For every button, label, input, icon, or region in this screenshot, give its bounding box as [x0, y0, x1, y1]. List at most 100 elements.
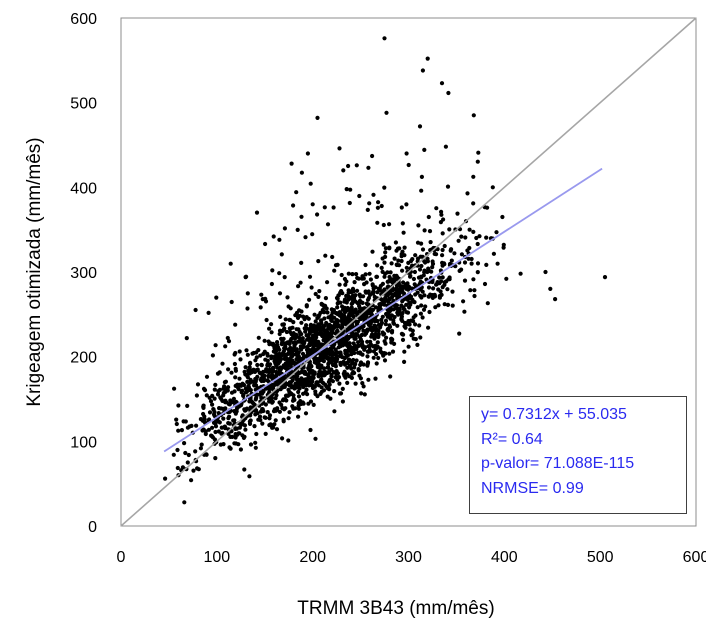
data-point: [440, 275, 445, 280]
data-point: [313, 389, 318, 394]
data-point: [347, 200, 352, 206]
data-point: [295, 227, 300, 232]
data-point: [226, 385, 231, 390]
data-point: [375, 263, 380, 268]
data-point: [343, 348, 348, 353]
data-point: [265, 378, 270, 383]
data-point: [335, 375, 340, 380]
data-point: [213, 429, 218, 435]
data-point: [412, 269, 417, 275]
data-point: [445, 302, 451, 307]
data-point: [312, 312, 317, 317]
data-point: [395, 323, 400, 328]
data-point: [179, 428, 184, 433]
data-point: [404, 202, 409, 207]
data-point: [334, 371, 339, 376]
data-point: [432, 294, 438, 299]
data-point: [329, 313, 334, 318]
data-point: [277, 271, 282, 276]
data-point: [429, 269, 434, 274]
data-point: [416, 223, 421, 228]
data-point: [476, 150, 481, 155]
data-point: [202, 417, 207, 422]
data-point: [269, 281, 274, 287]
data-point: [472, 288, 477, 293]
data-point: [299, 320, 304, 325]
data-point: [602, 275, 608, 280]
data-point: [349, 306, 354, 312]
data-point: [291, 393, 296, 398]
data-point: [468, 288, 473, 293]
data-point: [287, 363, 292, 368]
data-point: [310, 232, 315, 237]
data-point: [307, 274, 313, 279]
data-point: [324, 306, 329, 311]
data-point: [385, 285, 390, 290]
data-point: [267, 413, 273, 418]
y-tick-label: 400: [70, 180, 97, 197]
data-point: [261, 378, 266, 383]
data-point: [380, 330, 385, 335]
data-point: [383, 295, 388, 301]
data-point: [253, 379, 258, 384]
data-point: [425, 56, 430, 61]
data-point: [247, 421, 253, 426]
data-point: [403, 282, 408, 287]
data-point: [272, 345, 277, 351]
data-point: [382, 274, 387, 279]
data-point: [315, 380, 320, 385]
data-point: [175, 465, 180, 471]
data-point: [422, 228, 427, 233]
data-point: [442, 302, 447, 307]
data-point: [467, 227, 472, 232]
data-point: [193, 449, 198, 454]
data-point: [316, 294, 321, 299]
data-point: [442, 243, 447, 249]
data-point: [248, 398, 253, 404]
data-point: [318, 391, 323, 396]
data-point: [329, 374, 334, 379]
data-point: [404, 151, 409, 156]
x-axis-title: TRMM 3B43 (mm/mês): [297, 598, 494, 619]
data-point: [426, 285, 432, 290]
data-point: [308, 181, 313, 186]
data-point: [352, 280, 357, 285]
data-point: [271, 349, 276, 354]
data-point: [208, 399, 214, 404]
data-point: [243, 408, 248, 413]
data-point: [262, 415, 267, 420]
data-point: [345, 380, 350, 385]
data-point: [379, 265, 384, 270]
data-point: [356, 340, 361, 345]
data-point: [419, 263, 424, 269]
data-point: [304, 304, 309, 309]
data-point: [193, 307, 198, 313]
data-point: [236, 387, 241, 392]
data-point: [338, 350, 343, 355]
data-point: [406, 162, 411, 168]
data-point: [325, 310, 330, 315]
data-point: [359, 332, 364, 338]
data-point: [304, 371, 309, 376]
data-point: [222, 424, 227, 429]
data-point: [344, 300, 349, 305]
data-point: [299, 309, 304, 314]
data-point: [226, 367, 231, 372]
data-point: [244, 274, 249, 279]
data-point: [194, 423, 199, 428]
data-point: [406, 260, 411, 265]
data-point: [407, 322, 412, 327]
data-point: [334, 311, 339, 316]
data-point: [233, 322, 238, 327]
data-point: [321, 338, 326, 343]
data-point: [282, 275, 287, 280]
data-point: [284, 398, 289, 403]
data-point: [245, 291, 250, 296]
data-point: [389, 261, 394, 266]
data-point: [263, 386, 269, 391]
data-point: [300, 351, 306, 356]
data-point: [370, 249, 375, 254]
data-point: [213, 424, 219, 429]
data-point: [362, 392, 367, 397]
data-point: [390, 349, 396, 354]
